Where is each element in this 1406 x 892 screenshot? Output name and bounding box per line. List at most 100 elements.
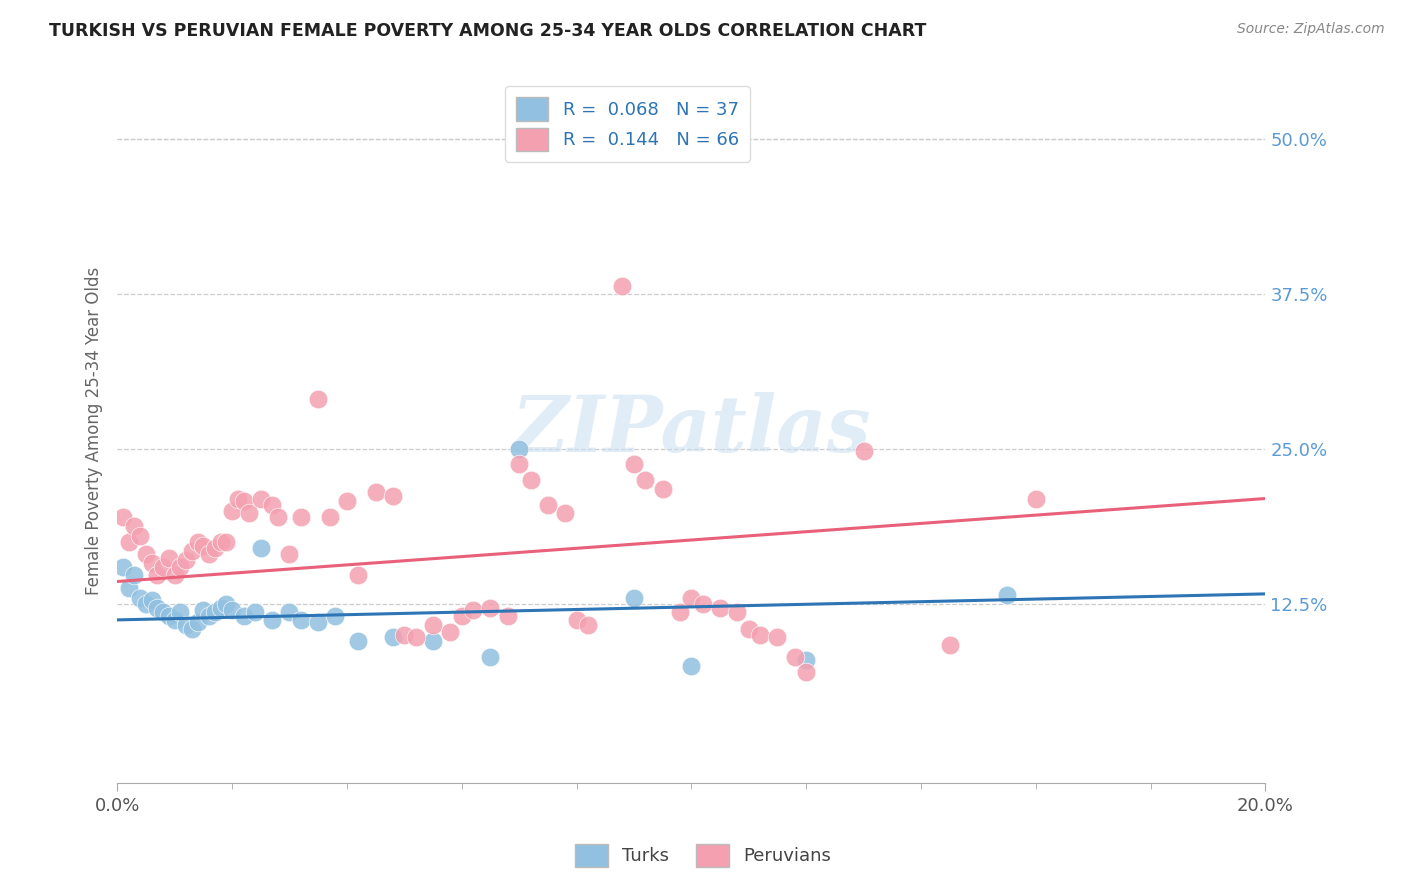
Point [141,556,163,570]
Point [238,507,260,521]
Point [187,534,209,549]
Point [204,606,226,620]
Point [537,498,560,512]
Point [204,541,226,555]
Point [576,617,599,632]
Point [111,559,134,574]
Point [169,606,191,620]
Y-axis label: Female Poverty Among 25-34 Year Olds: Female Poverty Among 25-34 Year Olds [86,267,103,595]
Text: ZIPatlas: ZIPatlas [512,392,872,468]
Point [135,597,157,611]
Point [995,588,1018,602]
Point [852,444,875,458]
Point [193,603,215,617]
Point [749,628,772,642]
Point [180,543,202,558]
Point [307,615,329,630]
Point [422,634,444,648]
Point [118,581,141,595]
Point [463,603,485,617]
Point [157,609,180,624]
Point [124,518,146,533]
Point [318,510,340,524]
Point [794,652,817,666]
Point [394,628,416,642]
Point [221,603,243,617]
Point [347,634,370,648]
Point [124,568,146,582]
Point [612,278,634,293]
Point [146,600,169,615]
Point [267,510,290,524]
Point [249,491,271,506]
Point [215,534,238,549]
Point [163,613,186,627]
Point [593,132,616,146]
Point [508,442,530,456]
Point [262,613,284,627]
Point [232,494,254,508]
Point [479,650,502,665]
Point [439,625,461,640]
Legend: Turks, Peruvians: Turks, Peruvians [568,837,838,874]
Point [725,606,748,620]
Point [1025,491,1047,506]
Point [623,591,645,605]
Point [209,534,232,549]
Point [169,559,191,574]
Point [450,609,472,624]
Point [381,630,404,644]
Point [129,529,152,543]
Point [938,638,960,652]
Point [496,609,519,624]
Point [783,650,806,665]
Point [232,609,254,624]
Point [146,568,169,582]
Point [249,541,271,555]
Point [766,630,789,644]
Point [129,591,152,605]
Point [163,568,186,582]
Point [198,609,221,624]
Point [290,510,312,524]
Point [290,613,312,627]
Point [554,507,576,521]
Point [180,622,202,636]
Point [738,622,761,636]
Point [634,473,657,487]
Point [174,617,197,632]
Text: Source: ZipAtlas.com: Source: ZipAtlas.com [1237,22,1385,37]
Point [709,600,731,615]
Point [681,591,703,605]
Text: TURKISH VS PERUVIAN FEMALE POVERTY AMONG 25-34 YEAR OLDS CORRELATION CHART: TURKISH VS PERUVIAN FEMALE POVERTY AMONG… [49,22,927,40]
Point [681,658,703,673]
Point [519,473,541,487]
Point [381,489,404,503]
Point [111,510,134,524]
Point [157,551,180,566]
Point [221,504,243,518]
Point [243,606,266,620]
Point [187,615,209,630]
Point [209,600,232,615]
Point [623,457,645,471]
Point [152,559,174,574]
Point [422,617,444,632]
Point [198,547,221,561]
Point [141,593,163,607]
Point [278,606,301,620]
Point [174,553,197,567]
Point [193,539,215,553]
Point [794,665,817,679]
Point [118,534,141,549]
Legend: R =  0.068   N = 37, R =  0.144   N = 66: R = 0.068 N = 37, R = 0.144 N = 66 [505,87,749,161]
Point [262,498,284,512]
Point [278,547,301,561]
Point [307,392,329,407]
Point [669,606,692,620]
Point [651,482,673,496]
Point [336,494,359,508]
Point [479,600,502,615]
Point [215,597,238,611]
Point [508,457,530,471]
